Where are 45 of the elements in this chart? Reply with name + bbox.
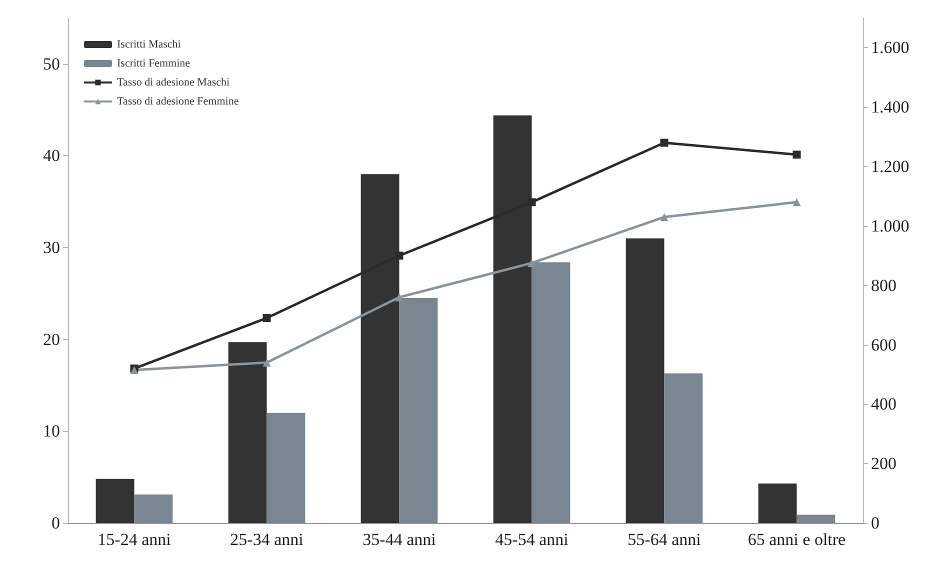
point — [660, 138, 668, 147]
y2-tick-label: 1.400 — [871, 98, 910, 117]
y2-tick-label: 0 — [871, 514, 880, 532]
bar — [758, 484, 797, 523]
point — [528, 259, 536, 268]
point — [792, 150, 801, 159]
point — [262, 358, 271, 367]
y2-tick-label: 1.200 — [871, 157, 910, 176]
x-tick-label: 25-34 anni — [230, 530, 304, 549]
y-tick-label: 10 — [43, 422, 60, 441]
y2-tick-label: 1.600 — [871, 38, 910, 58]
y-tick-label: 0 — [52, 514, 60, 532]
y-tick-label: 40 — [43, 146, 60, 166]
legend-label: Iscritti Femmine — [117, 58, 190, 70]
point — [395, 293, 404, 302]
bar — [96, 478, 134, 523]
x-tick-label: 65 anni e oltre — [748, 530, 846, 549]
legend-label: Tasso di adesione Femmine — [117, 96, 239, 108]
x-tick-label: 35-44 anni — [362, 530, 436, 549]
x-tick-label: 55-64 anni — [628, 530, 702, 549]
point — [660, 213, 668, 222]
x-tick-label: 45-54 anni — [495, 530, 569, 549]
point — [395, 252, 404, 260]
point — [792, 198, 801, 206]
y2-tick-label: 600 — [871, 335, 896, 354]
x-tick-label: 15-24 anni — [98, 530, 172, 549]
legend-label: Iscritti Maschi — [117, 38, 181, 50]
bar — [266, 412, 306, 523]
bar — [399, 298, 438, 523]
legend-label: Tasso di adesione Maschi — [117, 76, 230, 88]
bar — [796, 514, 836, 523]
y2-tick-label: 1.000 — [871, 216, 910, 236]
bar — [626, 238, 664, 523]
bar — [664, 373, 703, 523]
bar — [532, 262, 570, 523]
y2-tick-label: 400 — [871, 394, 896, 414]
y-tick-label: 20 — [43, 330, 60, 349]
y2-tick-label: 200 — [871, 454, 896, 474]
bar — [228, 342, 267, 523]
point — [262, 314, 271, 322]
y2-tick-label: 800 — [871, 276, 896, 295]
y-tick-label: 50 — [43, 54, 60, 74]
point — [528, 198, 536, 206]
bar — [134, 494, 173, 523]
y-tick-label: 30 — [43, 238, 60, 258]
